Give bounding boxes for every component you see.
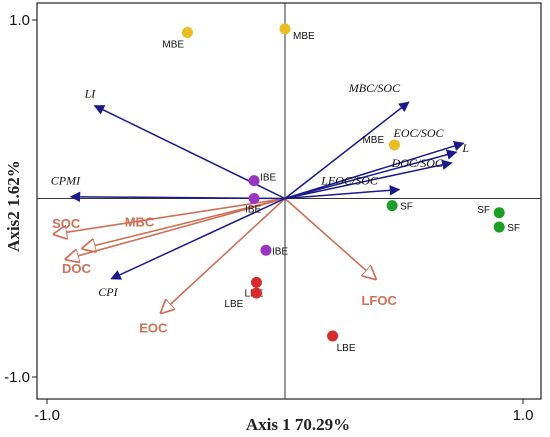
vector-soc-arrow bbox=[54, 197, 286, 235]
point-sf-label: SF bbox=[477, 205, 490, 216]
point-lbe-label: LBE bbox=[224, 299, 243, 310]
vector-doc-label: DOC bbox=[62, 261, 92, 276]
red-vector-group: SOC MBC DOC EOC LFOC bbox=[52, 197, 397, 336]
point-lbe bbox=[250, 276, 262, 288]
axis-ticks: -1.0 1.0 1.0 -1.0 bbox=[4, 12, 533, 424]
vector-l-arrow bbox=[284, 149, 458, 200]
point-ibe-label: IBE bbox=[260, 173, 276, 184]
point-mbe bbox=[181, 26, 193, 38]
vector-li-label: LI bbox=[84, 87, 97, 101]
vector-lfoc-label: LFOC bbox=[361, 293, 397, 308]
vector-mbc-arrow bbox=[83, 197, 286, 249]
point-mbe-label: MBE bbox=[293, 31, 315, 42]
y-tick-label: -1.0 bbox=[4, 369, 30, 386]
vector-cpi-arrow bbox=[110, 197, 286, 280]
plot-frame bbox=[36, 2, 542, 400]
vector-cpi-label: CPI bbox=[98, 285, 118, 299]
vector-l-label: L bbox=[461, 141, 469, 155]
y-tick-label: 1.0 bbox=[9, 12, 30, 29]
blue-vector-group: LI CPMI CPI MBC/SOC EOC/SOC L DOC/SOC LFOC/SOC bbox=[51, 81, 470, 299]
vector-lfoc-arrow bbox=[284, 197, 375, 279]
x-tick-label: 1.0 bbox=[513, 407, 534, 424]
vector-eoc-arrow bbox=[161, 197, 286, 313]
point-sf-label: SF bbox=[400, 202, 413, 213]
point-ibe bbox=[248, 193, 260, 204]
point-mbe bbox=[388, 139, 400, 151]
y-axis-title: Axis2 1.62% bbox=[4, 160, 23, 252]
vector-soc-label: SOC bbox=[52, 216, 81, 231]
point-lbe bbox=[250, 287, 262, 299]
point-lbe bbox=[327, 330, 339, 342]
vector-mbc-soc-label: MBC/SOC bbox=[348, 81, 401, 95]
vector-lfoc-soc-arrow bbox=[284, 185, 401, 200]
vector-eoc-soc-label: EOC/SOC bbox=[393, 126, 445, 140]
point-ibe bbox=[248, 175, 260, 187]
point-ibe bbox=[260, 244, 272, 256]
x-tick-label: -1.0 bbox=[34, 407, 60, 424]
vector-mbc-label: MBC bbox=[125, 214, 155, 229]
vector-cpmi-label: CPMI bbox=[51, 174, 81, 188]
vector-eoc-soc-arrow bbox=[284, 140, 465, 200]
sample-points: MBEMBEMBEIBEIBEIBELBELBELBESFSFSF bbox=[162, 23, 520, 354]
point-sf bbox=[493, 221, 505, 233]
vector-doc-arrow bbox=[66, 197, 286, 260]
point-ibe-label: IBE bbox=[245, 205, 261, 216]
vector-eoc-label: EOC bbox=[139, 321, 168, 336]
vector-lfoc-soc-label: LFOC/SOC bbox=[320, 174, 379, 188]
point-mbe-label: MBE bbox=[162, 39, 184, 50]
point-ibe-label: IBE bbox=[272, 246, 288, 257]
vector-doc-soc-arrow bbox=[284, 159, 453, 200]
vector-doc-soc-label: DOC/SOC bbox=[391, 156, 444, 170]
point-sf-label: SF bbox=[507, 223, 520, 234]
point-sf bbox=[386, 200, 398, 212]
vector-mbc-soc-arrow bbox=[284, 101, 410, 200]
point-mbe-label: MBE bbox=[362, 135, 384, 146]
x-axis-title: Axis 1 70.29% bbox=[246, 415, 350, 434]
point-mbe bbox=[279, 23, 291, 35]
point-lbe-label: LBE bbox=[337, 343, 356, 354]
point-sf bbox=[493, 207, 505, 219]
